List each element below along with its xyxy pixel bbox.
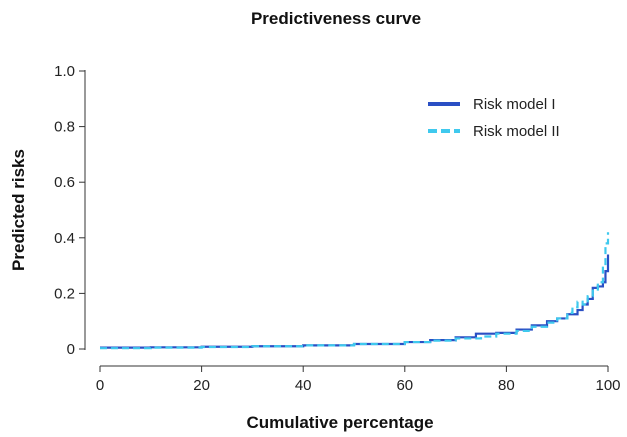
legend-label-1: Risk model I	[473, 96, 556, 113]
x-tick-label-5: 100	[595, 377, 620, 394]
x-axis-label: Cumulative percentage	[246, 413, 433, 432]
legend: Risk model I Risk model II	[428, 96, 560, 140]
x-tick-label-3: 60	[396, 377, 413, 394]
y-tick-label-3: 0.6	[54, 174, 75, 191]
y-tick-label-4: 0.8	[54, 119, 75, 136]
y-tick-label-5: 1.0	[54, 63, 75, 80]
x-axis-ticks: 0 20 40 60 80 100	[96, 366, 621, 394]
x-tick-label-2: 40	[295, 377, 312, 394]
series-line-1	[100, 254, 610, 349]
y-tick-label-2: 0.4	[54, 230, 75, 247]
chart-title: Predictiveness curve	[251, 9, 421, 28]
x-tick-label-4: 80	[498, 377, 515, 394]
legend-label-2: Risk model II	[473, 123, 560, 140]
series-layer	[100, 232, 610, 350]
series-line-2	[100, 232, 610, 350]
x-tick-label-0: 0	[96, 377, 104, 394]
y-tick-label-1: 0.2	[54, 285, 75, 302]
x-tick-label-1: 20	[193, 377, 210, 394]
y-axis-ticks: 0 0.2 0.4 0.6 0.8 1.0	[54, 63, 85, 358]
y-tick-label-0: 0	[67, 341, 75, 358]
y-axis-label: Predicted risks	[9, 149, 28, 271]
